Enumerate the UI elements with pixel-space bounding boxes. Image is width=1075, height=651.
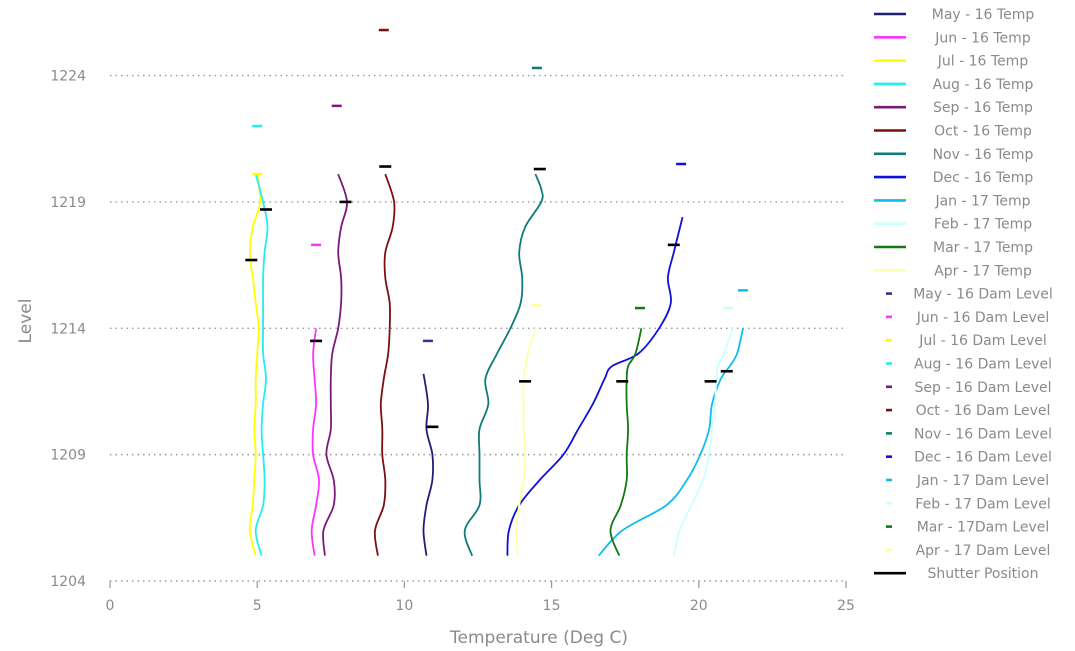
x-tick-label-5: 25	[837, 598, 855, 614]
legend-label-0: May - 16 Temp	[932, 7, 1035, 23]
legend-label-1: Jun - 16 Temp	[934, 30, 1031, 46]
legend-label-2: Jul - 16 Temp	[937, 54, 1029, 70]
legend-label-24: Shutter Position	[928, 566, 1039, 582]
series-line-11	[515, 328, 537, 556]
legend-label-3: Aug - 16 Temp	[933, 77, 1034, 93]
legend-label-18: Nov - 16 Dam Level	[914, 426, 1052, 442]
series-line-1	[310, 328, 320, 556]
legend-label-13: Jun - 16 Dam Level	[916, 310, 1050, 326]
x-tick-label-2: 10	[395, 598, 413, 614]
legend-label-17: Oct - 16 Dam Level	[916, 403, 1051, 419]
y-tick-label-1: 1209	[50, 448, 86, 464]
x-tick-label-0: 0	[106, 598, 115, 614]
series-line-3	[254, 173, 269, 556]
y-axis-title: Level	[16, 299, 36, 344]
legend-label-20: Jan - 17 Dam Level	[916, 473, 1049, 489]
legend-label-4: Sep - 16 Temp	[933, 100, 1033, 116]
legend-label-15: Aug - 16 Dam Level	[914, 357, 1052, 373]
legend-label-8: Jan - 17 Temp	[934, 193, 1030, 209]
legend-label-7: Dec - 16 Temp	[933, 170, 1034, 186]
x-tick-label-3: 15	[543, 598, 561, 614]
y-tick-label-2: 1214	[50, 321, 86, 337]
series-line-2	[248, 173, 262, 556]
legend-label-22: Mar - 17Dam Level	[917, 520, 1050, 536]
series-line-6	[463, 173, 544, 556]
legend-label-5: Oct - 16 Temp	[934, 124, 1032, 140]
series-line-10	[609, 328, 643, 557]
series-line-8	[598, 328, 744, 557]
legend-label-19: Dec - 16 Dam Level	[914, 450, 1052, 466]
x-tick-label-1: 5	[253, 598, 262, 614]
legend-label-10: Mar - 17 Temp	[933, 240, 1033, 256]
legend: May - 16 Temp Jun - 16 Temp Jul - 16 Temp A…	[874, 7, 1053, 582]
series-line-5	[373, 173, 396, 556]
legend-label-9: Feb - 17 Temp	[934, 217, 1032, 233]
x-axis-title: Temperature (Deg C)	[449, 628, 628, 648]
series-line-0	[422, 373, 434, 556]
y-tick-label-0: 1204	[50, 574, 86, 590]
y-tick-label-3: 1219	[50, 195, 86, 211]
legend-label-12: May - 16 Dam Level	[913, 287, 1053, 303]
x-tick-label-4: 20	[690, 598, 708, 614]
legend-label-23: Apr - 17 Dam Level	[916, 543, 1051, 559]
plot-area: 1204 1209 1214 1219 1224 0 5 10 15 20 25	[50, 28, 855, 614]
legend-label-16: Sep - 16 Dam Level	[914, 380, 1051, 396]
series-line-4	[322, 173, 348, 556]
legend-label-11: Apr - 17 Temp	[934, 263, 1032, 279]
legend-label-6: Nov - 16 Temp	[933, 147, 1034, 163]
y-tick-label-4: 1224	[50, 69, 86, 85]
legend-label-14: Jul - 16 Dam Level	[918, 333, 1047, 349]
series-line-9	[672, 327, 734, 556]
series-line-7	[506, 216, 684, 556]
legend-label-21: Feb - 17 Dam Level	[915, 496, 1050, 512]
